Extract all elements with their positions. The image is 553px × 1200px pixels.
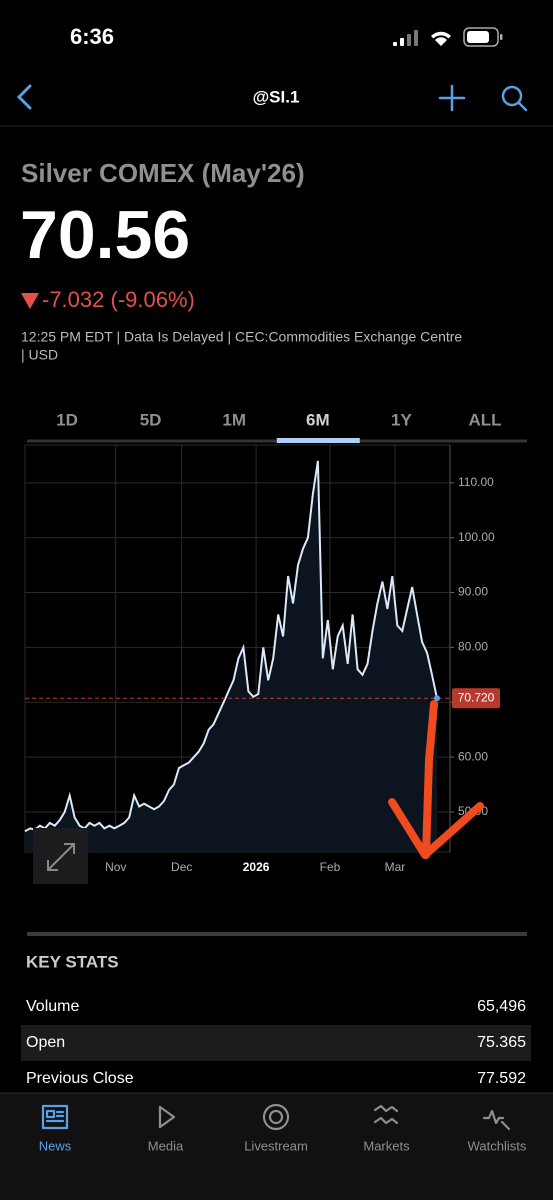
stat-value: 77.592 xyxy=(477,1070,526,1087)
row-highlight xyxy=(21,1025,531,1061)
price-line xyxy=(24,460,438,833)
x-tick-label: 2026 xyxy=(243,860,270,874)
stat-label: Previous Close xyxy=(26,1070,134,1087)
tab-label[interactable]: Markets xyxy=(363,1138,410,1153)
y-tick-label: 80.00 xyxy=(458,640,488,654)
tab-label[interactable]: Livestream xyxy=(244,1138,308,1153)
hand-drawn-arrow xyxy=(388,700,484,859)
stat-label: Open xyxy=(26,1034,65,1051)
expand-button[interactable] xyxy=(33,828,88,884)
key-stats-title: KEY STATS xyxy=(26,952,119,971)
range-tab[interactable]: 1Y xyxy=(391,410,412,429)
price: 70.56 xyxy=(20,197,190,273)
x-tick-label: Mar xyxy=(385,860,406,874)
tab-icon[interactable] xyxy=(41,1104,69,1130)
nav-title: @SI.1 xyxy=(253,87,300,106)
down-triangle xyxy=(21,293,39,309)
tab-icon[interactable] xyxy=(482,1109,511,1131)
status-icons xyxy=(393,27,503,47)
range-tab[interactable]: 6M xyxy=(306,410,330,429)
stat-value: 75.365 xyxy=(477,1034,526,1051)
tab-label[interactable]: Watchlists xyxy=(468,1138,527,1153)
y-tick-label: 60.00 xyxy=(458,749,488,763)
range-tab[interactable]: 5D xyxy=(140,410,162,429)
add-button[interactable] xyxy=(438,84,466,112)
y-tick-label: 110.00 xyxy=(458,475,494,489)
tab-icon[interactable] xyxy=(158,1105,176,1129)
x-tick-label: Feb xyxy=(320,860,341,874)
stat-label: Volume xyxy=(26,998,79,1015)
back-button[interactable] xyxy=(16,84,32,110)
last-point xyxy=(434,695,440,702)
x-tick-label: Dec xyxy=(171,860,192,874)
tab-icon[interactable] xyxy=(262,1103,290,1131)
tab-label[interactable]: News xyxy=(39,1138,72,1153)
price-change: -7.032 (-9.06%) xyxy=(42,287,195,312)
range-tab[interactable]: 1D xyxy=(56,410,78,429)
x-tick-label: Nov xyxy=(105,860,126,874)
status-time: 6:36 xyxy=(70,24,114,49)
quote-info: | USD xyxy=(21,347,58,363)
stat-value: 65,496 xyxy=(477,998,526,1015)
y-tick-label: 90.00 xyxy=(458,585,488,599)
range-tab[interactable]: 1M xyxy=(222,410,246,429)
tab-indicator xyxy=(276,438,360,443)
tab-icon[interactable] xyxy=(373,1104,399,1125)
price-area xyxy=(25,460,437,852)
last-price-tag xyxy=(452,688,500,709)
tab-label[interactable]: Media xyxy=(148,1138,184,1153)
y-tick-label: 100.00 xyxy=(458,530,495,544)
range-tab[interactable]: ALL xyxy=(468,410,501,429)
last-price-label: 70.720 xyxy=(458,690,495,704)
instrument-name: Silver COMEX (May'26) xyxy=(21,158,305,188)
search-button[interactable] xyxy=(501,85,528,112)
quote-info: 12:25 PM EDT | Data Is Delayed | CEC:Com… xyxy=(21,329,462,345)
